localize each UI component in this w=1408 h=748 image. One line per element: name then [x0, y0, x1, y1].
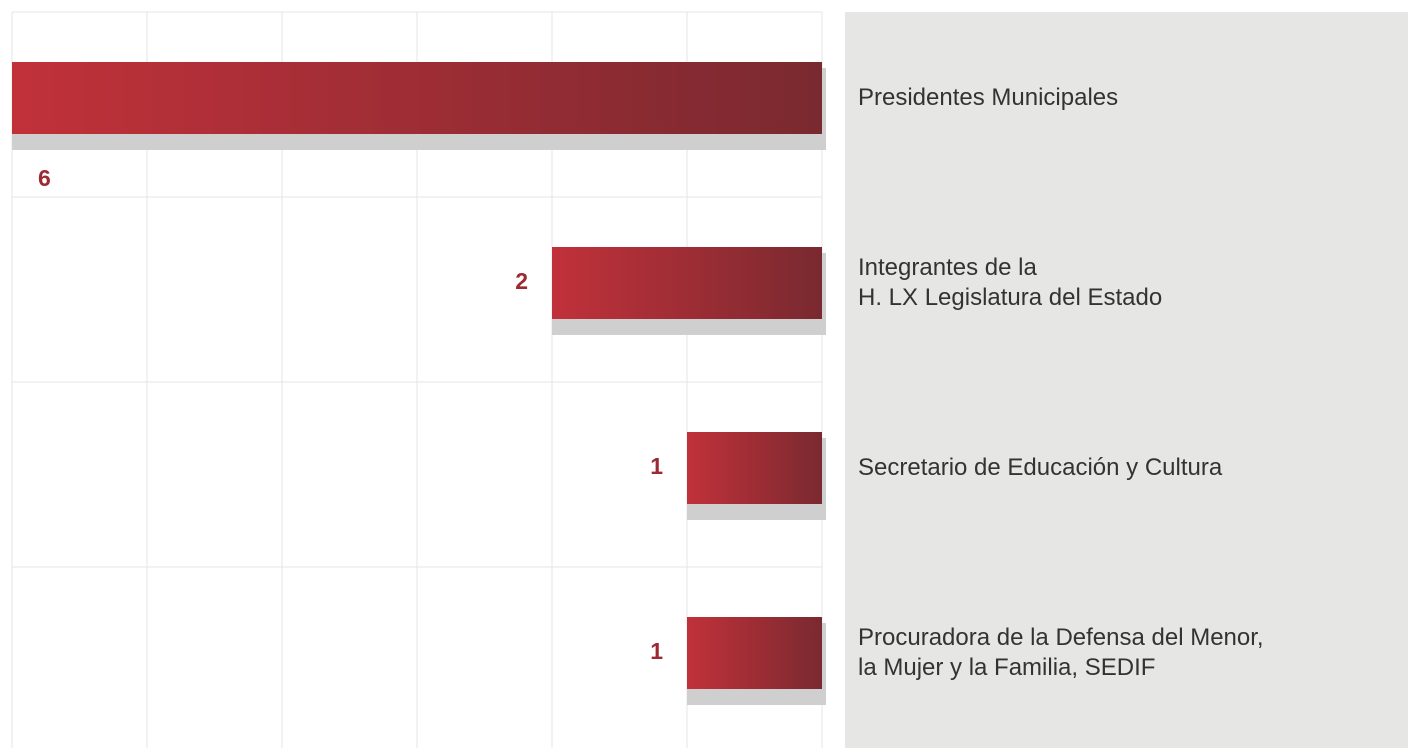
bar — [687, 617, 822, 689]
bar — [552, 247, 822, 319]
category-label: Procuradora de la Defensa del Menor, la … — [858, 624, 1264, 681]
value-label: 6 — [38, 165, 51, 191]
bar — [12, 62, 822, 134]
bar — [687, 432, 822, 504]
value-label: 1 — [650, 453, 663, 479]
category-label: Presidentes Municipales — [858, 84, 1119, 111]
label-panel — [845, 12, 1408, 748]
category-label: Integrantes de la H. LX Legislatura del … — [858, 254, 1163, 311]
value-label: 1 — [650, 638, 663, 664]
category-label: Secretario de Educación y Cultura — [858, 454, 1223, 481]
value-label: 2 — [515, 268, 528, 294]
